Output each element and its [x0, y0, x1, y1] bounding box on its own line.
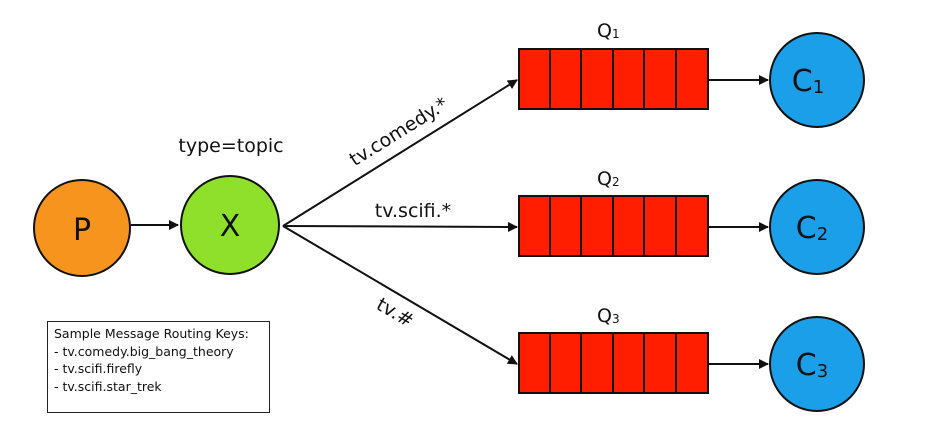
consumer-c1-circle — [769, 32, 865, 128]
sample-key-item: - tv.scifi.firefly — [54, 361, 143, 376]
consumer-c2: C2 — [769, 179, 865, 275]
consumer-c3-label: C3 — [796, 348, 828, 383]
binding-label-scifi: tv.scifi.* — [375, 200, 451, 222]
sample-key-item: - tv.comedy.big_bang_theory — [54, 343, 234, 359]
exchange-label: X — [220, 209, 241, 244]
queue-q3: Q3 — [518, 305, 709, 394]
queue-q1-label: Q1 — [597, 20, 620, 42]
arrow-exchange-to-q1 — [282, 79, 518, 227]
consumer-c2-label: C2 — [796, 211, 828, 246]
consumer-c2-circle — [769, 179, 865, 275]
sample-key-item: - tv.scifi.star_trek — [54, 378, 162, 394]
sample-routing-keys-box: Sample Message Routing Keys: - tv.comedy… — [47, 321, 270, 413]
queue-q2: Q2 — [518, 168, 709, 257]
sample-keys-title: Sample Message Routing Keys: — [54, 326, 249, 341]
queue-q1: Q1 — [518, 20, 709, 110]
exchange-node: X type=topic — [178, 135, 284, 275]
producer-label: P — [73, 213, 91, 248]
consumer-c1-label: C1 — [792, 64, 824, 99]
binding-label-comedy: tv.comedy.* — [346, 93, 452, 171]
producer-circle — [33, 179, 131, 277]
producer-node: P — [33, 179, 131, 277]
arrow-exchange-to-q3 — [282, 225, 518, 365]
queue-q3-label: Q3 — [597, 305, 620, 327]
exchange-type-label: type=topic — [178, 135, 283, 157]
consumer-c3-circle — [769, 316, 865, 412]
consumer-c1: C1 — [769, 32, 865, 128]
consumer-c3: C3 — [769, 316, 865, 412]
exchange-circle — [180, 175, 280, 275]
binding-label-hash: tv.# — [373, 293, 418, 332]
arrow-exchange-to-q2 — [282, 221, 518, 232]
queue-q2-label: Q2 — [597, 168, 620, 190]
